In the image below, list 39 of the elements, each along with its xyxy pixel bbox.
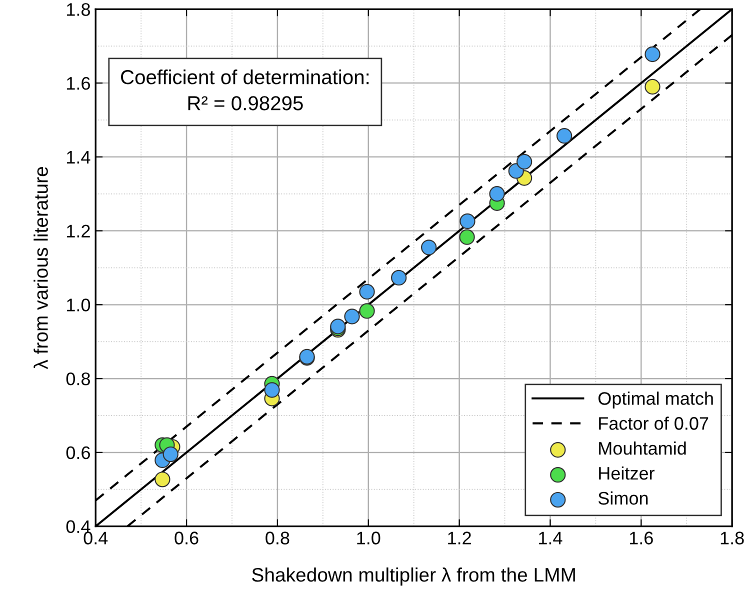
- x-tick-label: 1.6: [630, 532, 653, 544]
- y-tick-label: 1.2: [67, 224, 90, 238]
- point: [644, 46, 660, 62]
- point: [489, 186, 505, 202]
- y-tick-label: 1.8: [67, 3, 90, 16]
- y-tick-label: 0.6: [66, 446, 90, 460]
- point: [162, 446, 178, 462]
- annotation: Coefficient of determination: R² = 0.98295: [121, 70, 369, 110]
- x-tick-label: 1.8: [720, 532, 744, 544]
- point: [344, 308, 360, 324]
- y-tick-label: 0.4: [66, 520, 90, 534]
- point: [391, 270, 407, 286]
- legend-label: Optimal match: [598, 392, 713, 408]
- point: [460, 213, 476, 230]
- point: [459, 229, 475, 245]
- point: [359, 303, 375, 319]
- point: [154, 472, 170, 488]
- legend-label: Heitzer: [599, 466, 655, 480]
- x-tick-label: 0.4: [84, 532, 108, 544]
- point: [359, 284, 375, 300]
- legend-label: Simon: [598, 491, 648, 505]
- x-tick-label: 1.4: [539, 532, 562, 544]
- x-tick-label: 0.8: [266, 532, 290, 544]
- x-tick-label: 0.6: [174, 532, 198, 544]
- point: [556, 128, 572, 144]
- point: [644, 78, 660, 95]
- legend-label: Mouhtamid: [599, 442, 686, 455]
- x-tick-label: 1.2: [448, 532, 471, 544]
- point: [516, 154, 532, 170]
- y-axis-title: λ from various literature: [34, 167, 48, 370]
- x-axis-title: Shakedown multiplier λ from the LMM: [252, 567, 575, 586]
- x-tick-label: 1.0: [357, 532, 380, 544]
- y-tick-label: 1.4: [67, 151, 90, 164]
- point: [421, 240, 437, 256]
- legend-label: Factor of 0.07: [599, 416, 708, 430]
- y-tick-label: 1.6: [67, 76, 90, 90]
- point: [264, 382, 280, 398]
- y-tick-label: 1.0: [67, 298, 90, 312]
- y-tick-label: 0.8: [66, 372, 90, 386]
